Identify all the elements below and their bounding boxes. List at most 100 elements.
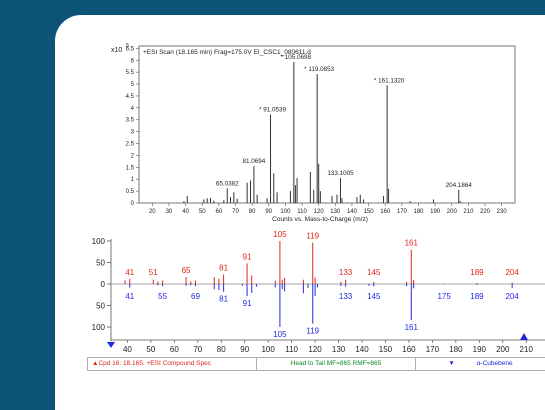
x-tick-label: 110 (285, 345, 298, 354)
x-tick-label: 140 (355, 345, 369, 354)
library-peak-label: 81 (219, 264, 228, 273)
query-peak-label: 69 (191, 292, 200, 301)
triangle-up-icon: ▲ (92, 360, 99, 367)
x-tick-label: 160 (380, 209, 391, 215)
y-tick-label: 5.5 (126, 70, 135, 76)
range-end-marker (520, 333, 528, 340)
query-peak-label: 145 (367, 292, 381, 301)
x-tick-label: 20 (149, 209, 156, 215)
peak-label: * 105.0698 (281, 54, 312, 61)
y-tick-label: 0 (131, 201, 135, 207)
status-bar: ▲Cpd 16: 18.165: +ESI Compound Spec Head… (87, 357, 545, 371)
y-tick-label: 3.5 (126, 118, 135, 124)
triangle-down-icon: ▼ (448, 360, 455, 367)
query-peak-label: 161 (405, 323, 419, 332)
library-peak-label: 119 (306, 232, 319, 241)
y-tick-label: 4 (131, 106, 135, 112)
x-tick-label: 190 (430, 209, 441, 215)
compound-spec-label: Cpd 16: 18.165: +ESI Compound Spec (98, 360, 212, 367)
x-tick-label: 160 (402, 345, 416, 354)
top-chart-header: +ESI Scan (18.165 min) Frag=175.0V EI_CS… (143, 49, 311, 56)
x-tick-label: 180 (413, 209, 424, 215)
x-tick-label: 70 (193, 345, 202, 354)
x-tick-label: 100 (280, 209, 291, 215)
library-peak-label: 204 (505, 268, 519, 277)
x-tick-label: 110 (297, 209, 307, 215)
x-tick-label: 200 (496, 345, 510, 354)
compound-spec-tab[interactable]: ▲Cpd 16: 18.165: +ESI Compound Spec (88, 358, 257, 370)
y-tick-label: 3 (131, 130, 135, 136)
library-hit-label: α-Cubebene (476, 360, 513, 367)
x-tick-label: 200 (447, 209, 458, 215)
x-tick-label: 100 (261, 345, 275, 354)
x-tick-label: 60 (216, 209, 223, 215)
head-to-tail-chart: 100 50 0 50 100 40 50 60 70 80 90 100 110 120 130 140 15… (92, 230, 545, 354)
x-tick-label: 170 (426, 345, 440, 354)
y-tick-label: 4.5 (126, 94, 135, 100)
x-tick-label: 210 (463, 209, 474, 215)
y-tick-label: 6 (131, 58, 135, 64)
y-exponent-power: 5 (126, 43, 129, 49)
x-tick-label: 150 (379, 345, 393, 354)
library-peak-label: 189 (470, 268, 484, 277)
y-tick-label: 100 (92, 323, 106, 332)
x-tick-label: 130 (330, 209, 341, 215)
library-peak-label: 51 (149, 268, 158, 277)
x-tick-label: 190 (473, 345, 487, 354)
peak-label: 133.1005 (327, 170, 354, 177)
x-tick-label: 170 (397, 209, 408, 215)
x-tick-label: 50 (199, 209, 206, 215)
peak-label: * 91.0539 (259, 107, 286, 114)
x-tick-label: 60 (170, 345, 179, 354)
query-peak-label: 133 (339, 292, 353, 301)
query-peak-label: 119 (306, 327, 319, 336)
x-tick-label: 70 (232, 209, 239, 215)
y-tick-label: 0.5 (126, 189, 135, 195)
x-tick-label: 130 (332, 345, 346, 354)
head-to-tail-label: Head to Tail MF=865 RMF=865 (290, 360, 382, 367)
y-tick-label: 6.5 (126, 46, 135, 52)
x-tick-label: 90 (265, 209, 272, 215)
head-to-tail-tab[interactable]: Head to Tail MF=865 RMF=865 (257, 358, 416, 370)
peak-label: * 119.0853 (304, 66, 334, 73)
x-tick-label: 40 (123, 345, 132, 354)
library-peak-label: 91 (243, 252, 252, 261)
x-tick-label: 180 (449, 345, 463, 354)
query-peak-label: 81 (219, 295, 228, 304)
x-tick-label: 120 (308, 345, 322, 354)
y-tick-label: 50 (96, 302, 105, 311)
x-tick-label: 210 (520, 345, 534, 354)
peak-label: 65.0382 (216, 180, 239, 187)
x-tick-label: 150 (364, 209, 375, 215)
x-tick-label: 40 (182, 209, 189, 215)
y-tick-label: 1 (131, 177, 135, 183)
x-tick-label: 120 (314, 209, 325, 215)
library-peak-label: 105 (273, 230, 287, 239)
top-x-axis-label: Counts vs. Mass-to-Charge (m/z) (272, 216, 368, 223)
library-peak-label: 133 (339, 268, 353, 277)
query-peak-label: 91 (243, 299, 252, 308)
query-peak-label: 41 (125, 292, 134, 301)
query-peak-label: 175 (437, 292, 451, 301)
y-tick-label: 100 (92, 237, 106, 246)
query-peak-label: 204 (505, 292, 519, 301)
peak-label: 81.0694 (243, 158, 266, 165)
query-peak-label: 105 (273, 330, 287, 339)
y-tick-label: 2.5 (126, 142, 135, 148)
x-tick-label: 220 (480, 209, 491, 215)
query-peak-label: 189 (470, 292, 484, 301)
x-tick-label: 90 (240, 345, 249, 354)
range-start-marker (107, 342, 115, 348)
library-peak-label: 161 (405, 239, 419, 248)
library-peak-label: 41 (125, 268, 134, 277)
x-tick-label: 230 (497, 209, 508, 215)
library-peak-label: 145 (367, 268, 381, 277)
x-tick-label: 80 (217, 345, 226, 354)
x-tick-label: 50 (146, 345, 155, 354)
library-hit-tab[interactable]: ▼ α-Cubebene (416, 358, 545, 370)
y-tick-label: 5 (131, 82, 135, 88)
x-tick-label: 30 (166, 209, 173, 215)
x-tick-label: 140 (347, 209, 358, 215)
peak-label: * 161.1320 (374, 77, 405, 84)
query-peak-label: 55 (158, 292, 167, 301)
